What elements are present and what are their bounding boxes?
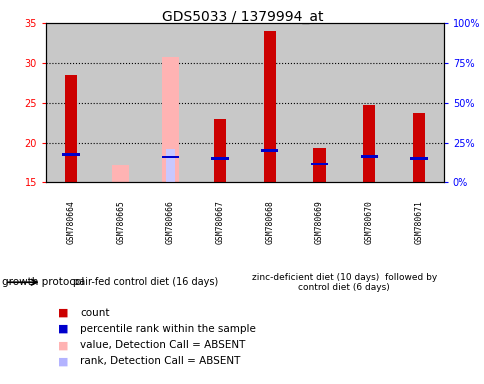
Bar [409, 157, 427, 160]
Bar [310, 163, 328, 166]
Bar [263, 31, 275, 182]
Bar [95, 23, 145, 182]
Text: GDS5033 / 1379994_at: GDS5033 / 1379994_at [162, 10, 322, 23]
Text: ■: ■ [58, 324, 68, 334]
Text: value, Detection Call = ABSENT: value, Detection Call = ABSENT [80, 340, 245, 350]
Bar [344, 23, 393, 182]
Bar [161, 156, 179, 158]
Bar [260, 149, 278, 152]
Text: GSM780666: GSM780666 [166, 200, 175, 244]
Text: rank, Detection Call = ABSENT: rank, Detection Call = ABSENT [80, 356, 240, 366]
Text: ■: ■ [58, 356, 68, 366]
Bar [393, 23, 443, 182]
Bar [166, 149, 174, 182]
Text: GSM780665: GSM780665 [116, 200, 125, 244]
Text: pair-fed control diet (16 days): pair-fed control diet (16 days) [73, 277, 218, 287]
Text: percentile rank within the sample: percentile rank within the sample [80, 324, 256, 334]
Text: ■: ■ [58, 308, 68, 318]
Text: GSM780669: GSM780669 [314, 200, 323, 244]
Bar [244, 23, 294, 182]
Text: zinc-deficient diet (10 days)  followed by
control diet (6 days): zinc-deficient diet (10 days) followed b… [251, 273, 436, 292]
Bar [412, 113, 424, 182]
Bar [145, 23, 195, 182]
Bar [211, 157, 228, 160]
Bar [362, 105, 375, 182]
Text: GSM780671: GSM780671 [413, 200, 423, 244]
Text: growth protocol: growth protocol [2, 277, 85, 287]
Text: GSM780667: GSM780667 [215, 200, 224, 244]
Bar [294, 23, 344, 182]
Bar [195, 23, 244, 182]
Bar [313, 148, 325, 182]
Text: GSM780664: GSM780664 [66, 200, 76, 244]
Text: GSM780670: GSM780670 [364, 200, 373, 244]
Text: ■: ■ [58, 340, 68, 350]
Bar [213, 119, 226, 182]
Bar [64, 75, 77, 182]
Text: GSM780668: GSM780668 [265, 200, 274, 244]
Text: count: count [80, 308, 109, 318]
Bar [360, 155, 377, 157]
Bar [46, 23, 95, 182]
Bar [161, 56, 179, 182]
Bar [62, 153, 79, 156]
Bar [112, 165, 129, 182]
